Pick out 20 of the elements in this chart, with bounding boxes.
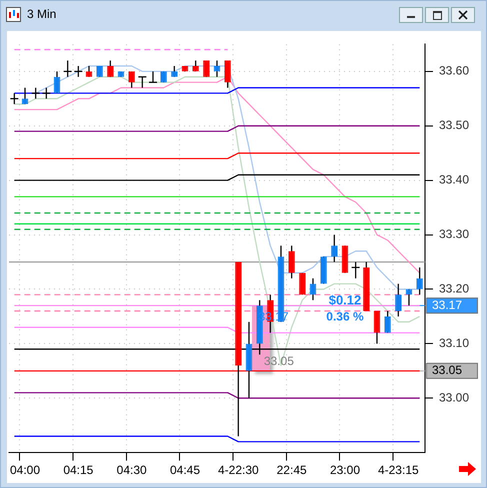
y-tick-label: 33.00: [438, 390, 470, 404]
y-tick-label: 33.30: [438, 227, 470, 242]
x-tick-label: 04:00: [10, 463, 40, 478]
annotation: 0.36 %: [326, 309, 364, 324]
x-tick-label: 4-23:15: [378, 463, 419, 478]
x-tick-label: 22:45: [276, 463, 307, 478]
x-tick-label: 4-22:30: [218, 463, 259, 478]
y-tick-label: 33.10: [438, 336, 470, 350]
x-tick-label: 04:30: [116, 463, 147, 478]
y-tick-label: 33.50: [438, 118, 470, 132]
x-tick-label: 23:00: [330, 463, 360, 478]
y-tick-label: 33.40: [438, 172, 470, 187]
y-tick-label: 33.20: [438, 282, 470, 296]
y-tick-label: 33.60: [438, 64, 470, 78]
chart-title: 3 Min: [27, 7, 56, 21]
ref-line-label: 33.05: [432, 363, 462, 378]
annotation: $0.12: [328, 292, 362, 308]
x-tick-label: 04:15: [63, 463, 94, 478]
x-tick-label: 04:45: [170, 463, 200, 478]
ref-line-label: 33.17: [432, 298, 462, 312]
